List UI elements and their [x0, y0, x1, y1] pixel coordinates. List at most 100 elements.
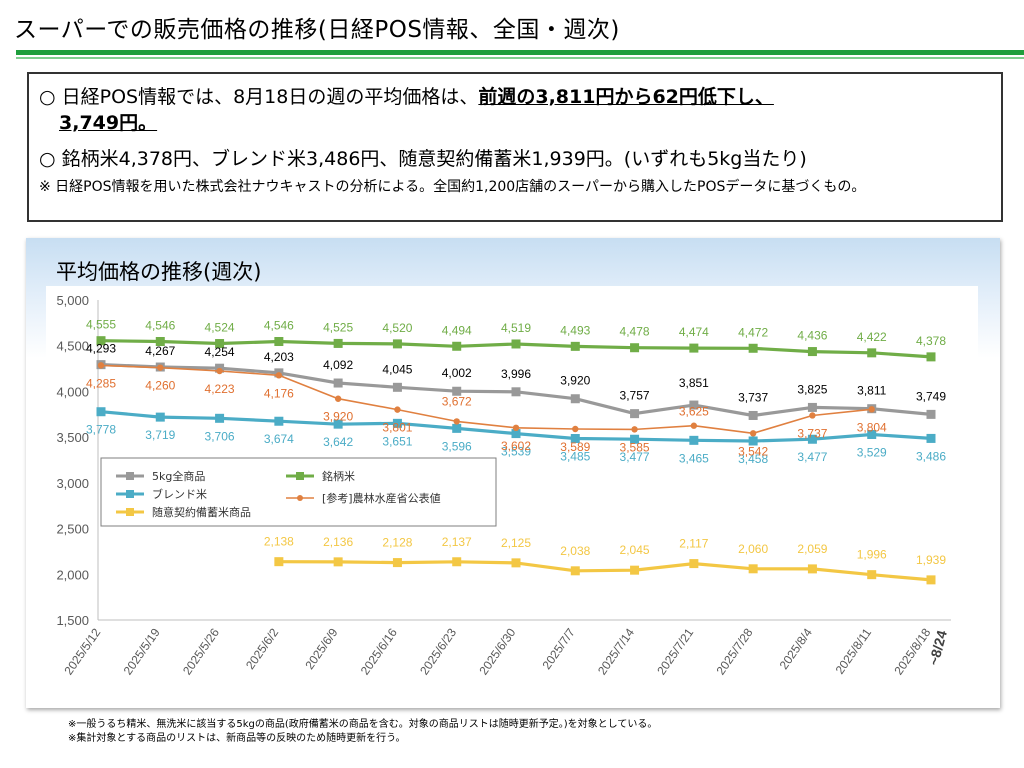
data-label-ブレンド米: 3,706: [205, 429, 235, 443]
data-point-銘柄米: [96, 336, 106, 346]
data-label-ブレンド米: 3,477: [620, 450, 650, 464]
data-label-銘柄米: 4,474: [679, 325, 709, 339]
series-line-[参考]農林水産省公表値: [100, 364, 872, 435]
data-label-[参考]農林水産省公表値: 3,920: [323, 410, 353, 424]
data-label-[参考]農林水産省公表値: 4,223: [205, 382, 235, 396]
data-point-5kg全商品: [333, 378, 343, 388]
legend-box: [100, 457, 497, 527]
data-label-ブレンド米: 3,778: [86, 423, 116, 437]
data-label-5kg全商品: 3,737: [738, 390, 768, 404]
data-point-5kg全商品: [511, 387, 521, 397]
data-label-5kg全商品: 3,749: [916, 389, 946, 403]
data-label-随意契約備蓄米商品: 2,060: [738, 542, 768, 556]
data-label-ブレンド米: 3,596: [442, 439, 472, 453]
legend-label: 銘柄米: [322, 469, 355, 483]
data-label-[参考]農林水産省公表値: 3,804: [857, 420, 887, 434]
data-label-ブレンド米: 3,674: [264, 432, 294, 446]
summary-note: ※ 日経POS情報を用いた株式会社ナウキャストの分析による。全国約1,200店舗…: [39, 179, 866, 195]
data-label-[参考]農林水産省公表値: 4,176: [264, 386, 294, 400]
data-point-随意契約備蓄米商品: [333, 557, 343, 567]
y-tick-label: 5,000: [56, 293, 89, 308]
title-rule-light: [16, 57, 1024, 59]
data-point-随意契約備蓄米商品: [274, 557, 284, 567]
data-label-ブレンド米: 3,465: [679, 451, 709, 465]
data-point-[参考]農林水産省公表値: [334, 395, 342, 402]
data-point-随意契約備蓄米商品: [689, 559, 699, 569]
summary-bullet-1: ○ 日経POS情報では、8月18日の週の平均価格は、前週の3,811円から62円…: [39, 82, 774, 109]
legend-marker: [297, 495, 303, 501]
data-point-ブレンド米: [807, 434, 817, 444]
data-label-随意契約備蓄米商品: 2,117: [679, 537, 708, 551]
data-point-[参考]農林水産省公表値: [275, 372, 283, 379]
data-point-銘柄米: [511, 339, 521, 349]
data-point-ブレンド米: [274, 416, 284, 426]
footnote-1: ※一般うるち精米、無洗米に該当する5kgの商品(政府備蓄米の商品を含む。対象の商…: [68, 719, 658, 730]
summary-bullet-1-cont: 3,749円。: [59, 108, 157, 135]
data-point-5kg全商品: [689, 400, 699, 410]
data-label-5kg全商品: 4,045: [382, 362, 412, 376]
y-tick-label: 3,000: [56, 476, 89, 491]
data-point-随意契約備蓄米商品: [630, 565, 640, 575]
data-point-[参考]農林水産省公表値: [631, 426, 638, 433]
data-label-5kg全商品: 3,996: [501, 367, 531, 381]
data-point-銘柄米: [570, 341, 580, 351]
data-label-銘柄米: 4,472: [738, 325, 768, 339]
legend-marker: [126, 490, 134, 498]
data-point-銘柄米: [274, 337, 284, 347]
data-label-ブレンド米: 3,529: [857, 445, 887, 459]
data-label-随意契約備蓄米商品: 2,137: [442, 535, 472, 549]
data-label-随意契約備蓄米商品: 2,045: [620, 543, 650, 557]
data-label-5kg全商品: 4,203: [264, 350, 294, 364]
legend-label: 5kg全商品: [152, 469, 205, 483]
y-tick-label: 2,500: [56, 522, 89, 537]
y-tick-label: 4,000: [56, 384, 89, 399]
data-point-銘柄米: [452, 341, 462, 351]
data-label-銘柄米: 4,478: [620, 325, 650, 339]
data-label-[参考]農林水産省公表値: 3,585: [620, 440, 650, 454]
data-label-随意契約備蓄米商品: 1,939: [916, 553, 946, 567]
data-label-[参考]農林水産省公表値: 3,589: [560, 440, 590, 454]
data-label-銘柄米: 4,378: [916, 334, 946, 348]
data-label-ブレンド米: 3,477: [797, 450, 827, 464]
data-point-[参考]農林水産省公表値: [394, 406, 401, 413]
summary-bullet-1-emphasis: 前週の3,811円から62円低下し、: [478, 86, 774, 108]
data-point-[参考]農林水産省公表値: [512, 424, 520, 432]
data-point-銘柄米: [333, 338, 343, 348]
data-label-銘柄米: 4,494: [442, 323, 472, 337]
data-point-5kg全商品: [452, 386, 462, 396]
data-point-銘柄米: [926, 352, 936, 362]
data-point-[参考]農林水産省公表値: [809, 412, 816, 419]
data-label-随意契約備蓄米商品: 2,038: [560, 544, 590, 558]
summary-box: ○ 日経POS情報では、8月18日の週の平均価格は、前週の3,811円から62円…: [27, 72, 1003, 222]
legend-label: ブレンド米: [152, 487, 207, 501]
data-point-ブレンド米: [96, 407, 106, 417]
data-point-ブレンド米: [748, 436, 758, 446]
data-label-銘柄米: 4,520: [382, 321, 412, 335]
summary-bullet-1-emphasis-2: 3,749円。: [59, 112, 158, 134]
data-point-銘柄米: [748, 343, 758, 353]
data-label-銘柄米: 4,546: [145, 319, 175, 333]
series-group: [96, 336, 936, 585]
data-label-[参考]農林水産省公表値: 3,801: [382, 421, 412, 435]
data-label-銘柄米: 4,422: [857, 330, 887, 344]
data-label-随意契約備蓄米商品: 1,996: [857, 548, 887, 562]
data-label-[参考]農林水産省公表値: 4,285: [86, 376, 116, 390]
data-label-銘柄米: 4,525: [323, 320, 353, 334]
data-point-ブレンド米: [689, 435, 699, 445]
data-label-銘柄米: 4,524: [205, 321, 235, 335]
data-label-[参考]農林水産省公表値: 3,625: [679, 405, 709, 419]
data-point-随意契約備蓄米商品: [392, 558, 402, 568]
legend-label: [参考]農林水産省公表値: [322, 491, 441, 505]
data-label-5kg全商品: 3,811: [857, 384, 886, 398]
data-label-ブレンド米: 3,651: [382, 434, 412, 448]
data-point-ブレンド米: [155, 412, 165, 422]
data-label-5kg全商品: 4,092: [323, 358, 353, 372]
data-point-5kg全商品: [392, 382, 402, 392]
data-label-5kg全商品: 4,002: [442, 366, 472, 380]
data-label-ブレンド米: 3,719: [145, 428, 175, 442]
legend-label: 随意契約備蓄米商品: [152, 505, 251, 519]
y-tick-label: 1,500: [56, 613, 89, 628]
data-label-ブレンド米: 3,458: [738, 452, 768, 466]
data-label-ブレンド米: 3,642: [323, 435, 353, 449]
data-label-銘柄米: 4,546: [264, 319, 294, 333]
